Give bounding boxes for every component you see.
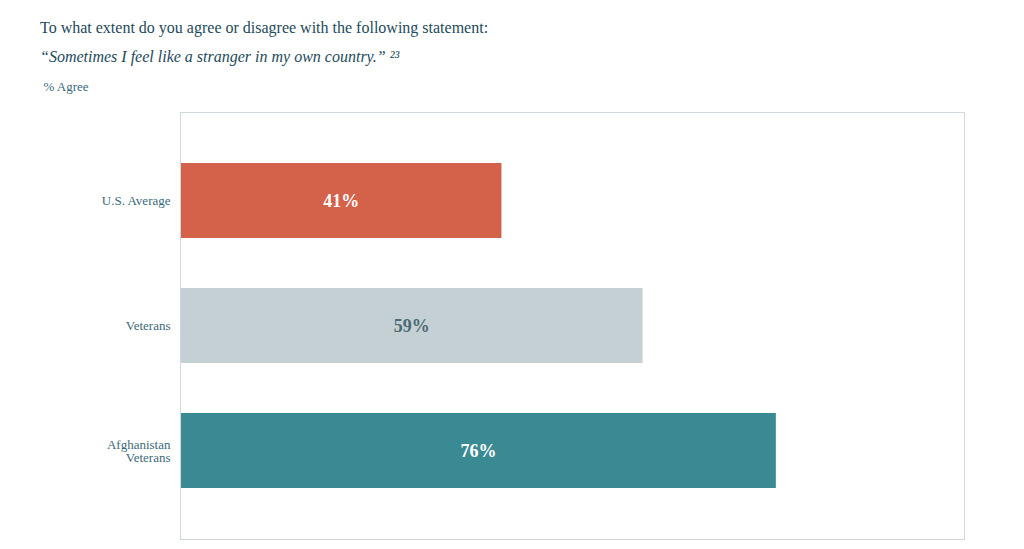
html-text:“Sometimes I feel like a stran: “Sometimes I feel like a stranger in my … [40, 47, 400, 65]
svg-text:76%: 76% [460, 440, 496, 460]
svg-text:AfghanistanVeterans: AfghanistanVeterans [107, 436, 171, 464]
svg-text:Veterans: Veterans [126, 318, 171, 333]
svg-text:41%: 41% [323, 190, 359, 210]
svg-text:59%: 59% [394, 315, 430, 335]
svg-text:% Agree: % Agree [44, 78, 89, 93]
html-text:To what extent do you agree or: To what extent do you agree or disagree … [40, 19, 489, 36]
svg-text:U.S. Average: U.S. Average [102, 193, 171, 208]
